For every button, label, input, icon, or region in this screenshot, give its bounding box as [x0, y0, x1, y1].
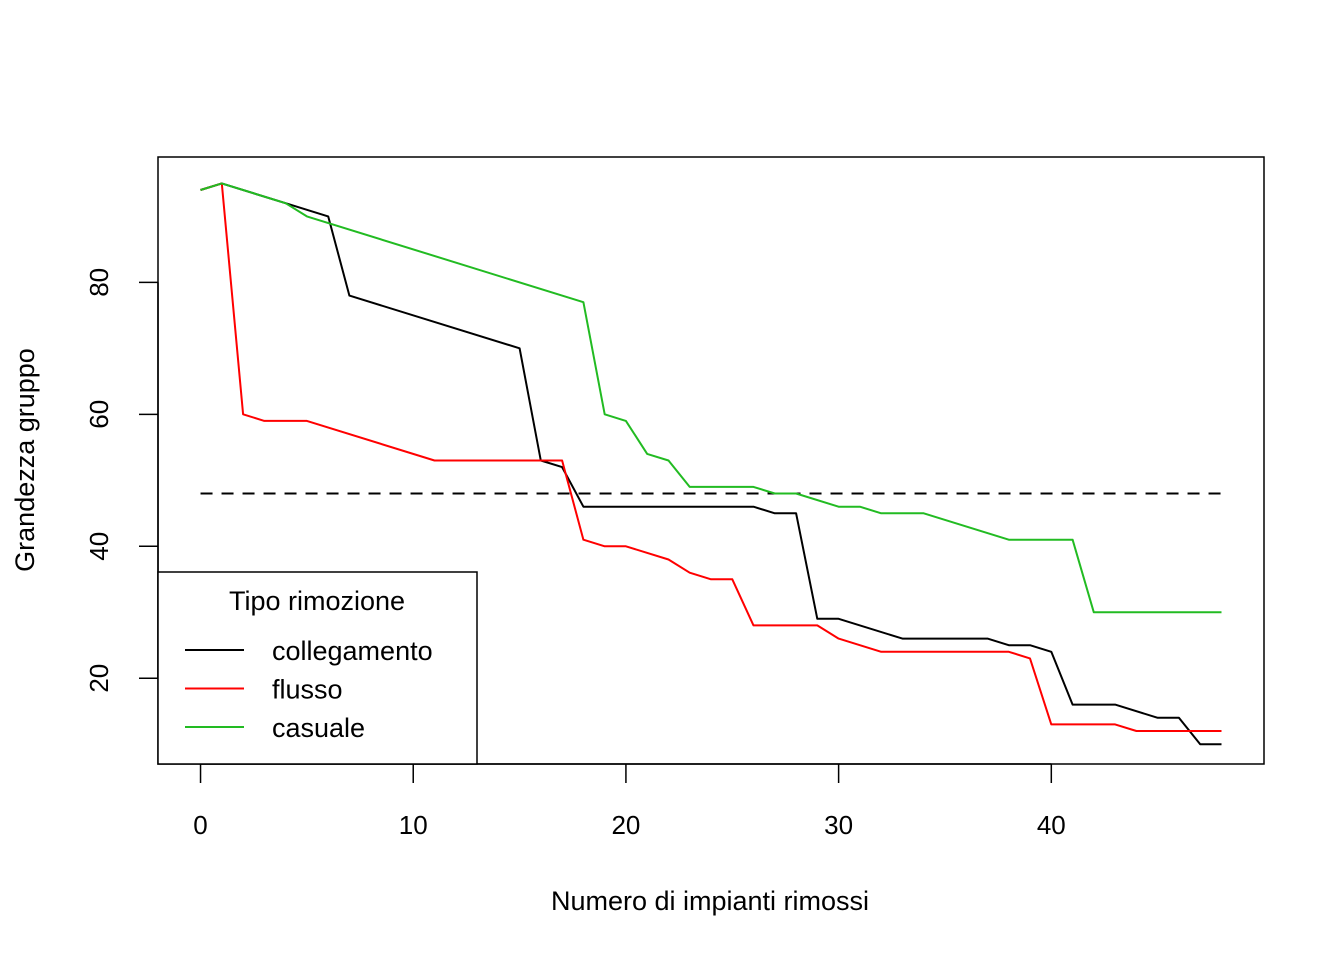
y-tick-label: 40	[84, 532, 114, 561]
series-line-flusso	[200, 182, 1222, 732]
series-line-casuale	[200, 182, 1222, 614]
x-axis: 0 10 20 30 40	[193, 763, 1066, 840]
legend-label-flusso: flusso	[272, 675, 343, 705]
y-tick-label: 80	[84, 268, 114, 297]
x-tick-label: 20	[611, 810, 640, 840]
y-axis: 20 40 60 80	[84, 268, 159, 693]
x-axis-title: Numero di impianti rimossi	[551, 886, 869, 916]
x-tick-label: 0	[193, 810, 207, 840]
legend-entries: collegamento flusso casuale	[185, 636, 433, 743]
legend-title: Tipo rimozione	[229, 586, 405, 616]
legend-label-collegamento: collegamento	[272, 636, 433, 666]
y-tick-label: 60	[84, 400, 114, 429]
series-line-collegamento	[200, 182, 1222, 746]
legend: Tipo rimozione collegamento flusso casuale	[157, 571, 478, 765]
x-tick-label: 10	[399, 810, 428, 840]
series-layer	[200, 182, 1222, 746]
x-tick-label: 40	[1037, 810, 1066, 840]
legend-box	[157, 571, 478, 765]
x-tick-label: 30	[824, 810, 853, 840]
y-axis-title: Grandezza gruppo	[10, 348, 40, 572]
legend-label-casuale: casuale	[272, 713, 365, 743]
y-tick-label: 20	[84, 664, 114, 693]
